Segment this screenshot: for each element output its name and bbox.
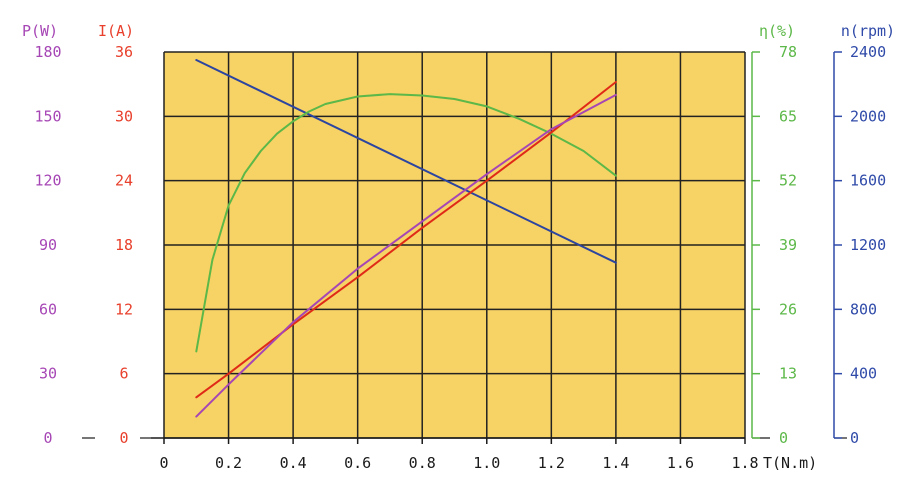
power-tick-label: 90: [39, 236, 57, 254]
current-tick-label: 30: [115, 107, 133, 125]
power-tick-label: 120: [34, 172, 61, 190]
current-tick-label: 12: [115, 300, 133, 318]
series-line-power: [195, 93, 617, 418]
current-tick-label: 0: [119, 429, 128, 447]
x-tick-label: 0.8: [409, 454, 436, 472]
power-tick-label: 0: [43, 429, 52, 447]
x-tick-label: 1.6: [667, 454, 694, 472]
power-tick-label: 180: [34, 43, 61, 61]
efficiency-tick-label: 13: [779, 365, 797, 383]
current-tick-label: 18: [115, 236, 133, 254]
labels: 0 0.2 0.4 0.6 0.8 1.0 1.2 1.4 1.6 1.8 T(N.m)030609…: [22, 22, 895, 472]
x-tick-label: 0: [159, 454, 168, 472]
speed-tick-label: 0: [850, 429, 859, 447]
x-tick-label: 1.0: [473, 454, 500, 472]
speed-tick-label: 2000: [850, 107, 886, 125]
power-tick-label: 30: [39, 365, 57, 383]
speed-tick-label: 1600: [850, 172, 886, 190]
current-tick-label: 6: [119, 365, 128, 383]
grid: [163, 51, 746, 439]
current-tick-label: 24: [115, 172, 133, 190]
x-tick-label: 1.8: [731, 454, 758, 472]
axes: [82, 51, 847, 444]
series-line-efficiency: [195, 93, 617, 353]
x-tick-label: 0.6: [344, 454, 371, 472]
series-line-current: [195, 81, 617, 399]
efficiency-axis-title: η(%): [759, 22, 795, 40]
speed-tick-label: 1200: [850, 236, 886, 254]
speed-tick-label: 400: [850, 365, 877, 383]
current-tick-label: 36: [115, 43, 133, 61]
power-tick-label: 60: [39, 300, 57, 318]
current-axis-title: I(A): [98, 22, 134, 40]
speed-tick-label: 800: [850, 300, 877, 318]
efficiency-tick-label: 65: [779, 107, 797, 125]
speed-tick-label: 2400: [850, 43, 886, 61]
series-line-speed: [195, 59, 617, 264]
efficiency-tick-label: 26: [779, 300, 797, 318]
power-tick-label: 150: [34, 107, 61, 125]
x-tick-label: 1.4: [602, 454, 629, 472]
series-layer: [195, 59, 617, 418]
efficiency-tick-label: 78: [779, 43, 797, 61]
x-tick-label: 0.2: [215, 454, 242, 472]
efficiency-tick-label: 0: [779, 429, 788, 447]
efficiency-tick-label: 39: [779, 236, 797, 254]
power-axis-title: P(W): [22, 22, 58, 40]
x-tick-label: 1.2: [538, 454, 565, 472]
speed-axis-title: n(rpm): [841, 22, 895, 40]
x-axis-title: T(N.m): [763, 454, 817, 472]
efficiency-tick-label: 52: [779, 172, 797, 190]
x-tick-label: 0.4: [280, 454, 307, 472]
